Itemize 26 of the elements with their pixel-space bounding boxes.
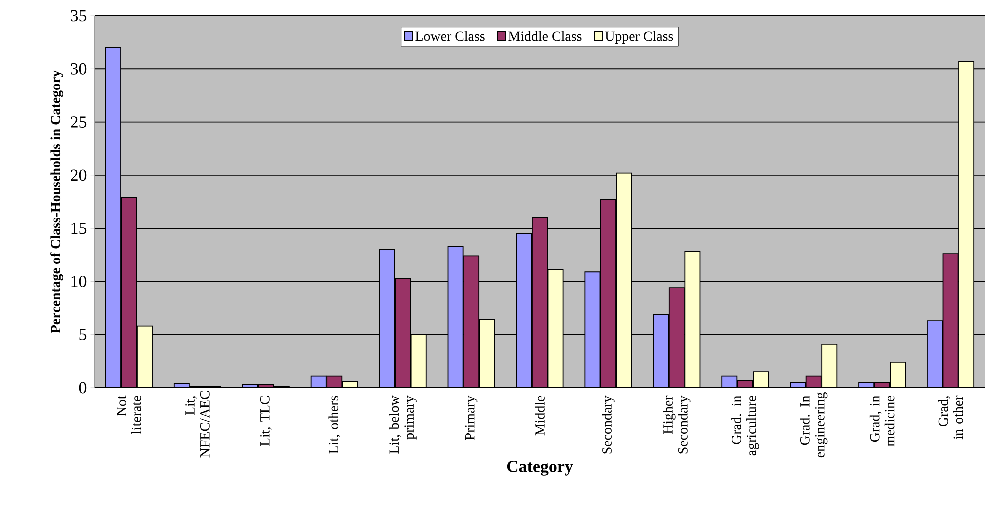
y-tick-label: 15	[72, 222, 87, 234]
x-axis-title: Category	[507, 460, 574, 476]
x-tick-label: Grad, in other	[938, 396, 964, 440]
x-tick-label: Primary	[465, 396, 478, 440]
y-tick-label: 20	[71, 170, 87, 182]
legend-label: Upper Class	[605, 31, 674, 44]
legend-label: Middle Class	[508, 31, 582, 42]
x-tick-label: Middle	[535, 396, 545, 436]
y-tick-label: 10	[72, 276, 87, 288]
y-tick-label: 35	[71, 10, 87, 22]
x-tick-label: Grad. In engineering	[800, 392, 828, 458]
x-tick-label: Not literate	[117, 396, 142, 434]
x-tick-label: Lit, others	[328, 396, 341, 454]
x-tick-label: Secondary	[602, 396, 615, 454]
x-tick-label: Grad, in medicine	[870, 396, 895, 447]
legend-label: Lower Class	[416, 31, 485, 42]
y-axis-title: Percentage of Class-Households in Category	[50, 70, 64, 334]
y-tick-label: 5	[80, 329, 87, 340]
y-tick-label: 30	[71, 63, 87, 75]
y-tick-label: 0	[79, 382, 87, 394]
y-tick-label: 25	[71, 116, 87, 128]
x-tick-label: Grad. in agriculture	[732, 396, 760, 456]
x-tick-label: Higher Secondary	[663, 396, 691, 454]
x-tick-label: Lit, NFEC/AEC	[186, 391, 210, 458]
x-tick-label: Lit, below primary	[389, 396, 417, 454]
x-tick-label: Lit, TLC	[260, 396, 272, 446]
